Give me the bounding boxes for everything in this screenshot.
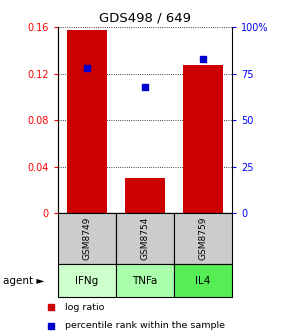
Text: agent ►: agent ► bbox=[3, 276, 44, 286]
Point bbox=[227, 84, 232, 89]
Point bbox=[227, 252, 232, 257]
Point bbox=[85, 65, 89, 71]
Text: GSM8749: GSM8749 bbox=[82, 217, 92, 260]
Bar bbox=[174, 264, 232, 297]
Bar bbox=[183, 65, 223, 213]
Bar bbox=[125, 178, 165, 213]
Point bbox=[201, 56, 205, 61]
Text: GSM8754: GSM8754 bbox=[140, 217, 150, 260]
Text: IFNg: IFNg bbox=[75, 276, 99, 286]
Bar bbox=[116, 213, 174, 264]
Bar bbox=[116, 264, 174, 297]
Bar bbox=[174, 213, 232, 264]
Text: GSM8759: GSM8759 bbox=[198, 217, 208, 260]
Text: percentile rank within the sample: percentile rank within the sample bbox=[65, 322, 225, 330]
Text: IL4: IL4 bbox=[195, 276, 211, 286]
Bar bbox=[58, 264, 116, 297]
Text: GDS498 / 649: GDS498 / 649 bbox=[99, 12, 191, 25]
Bar bbox=[58, 213, 116, 264]
Bar bbox=[67, 30, 107, 213]
Text: TNFa: TNFa bbox=[132, 276, 158, 286]
Text: log ratio: log ratio bbox=[65, 303, 104, 312]
Point bbox=[143, 84, 147, 89]
